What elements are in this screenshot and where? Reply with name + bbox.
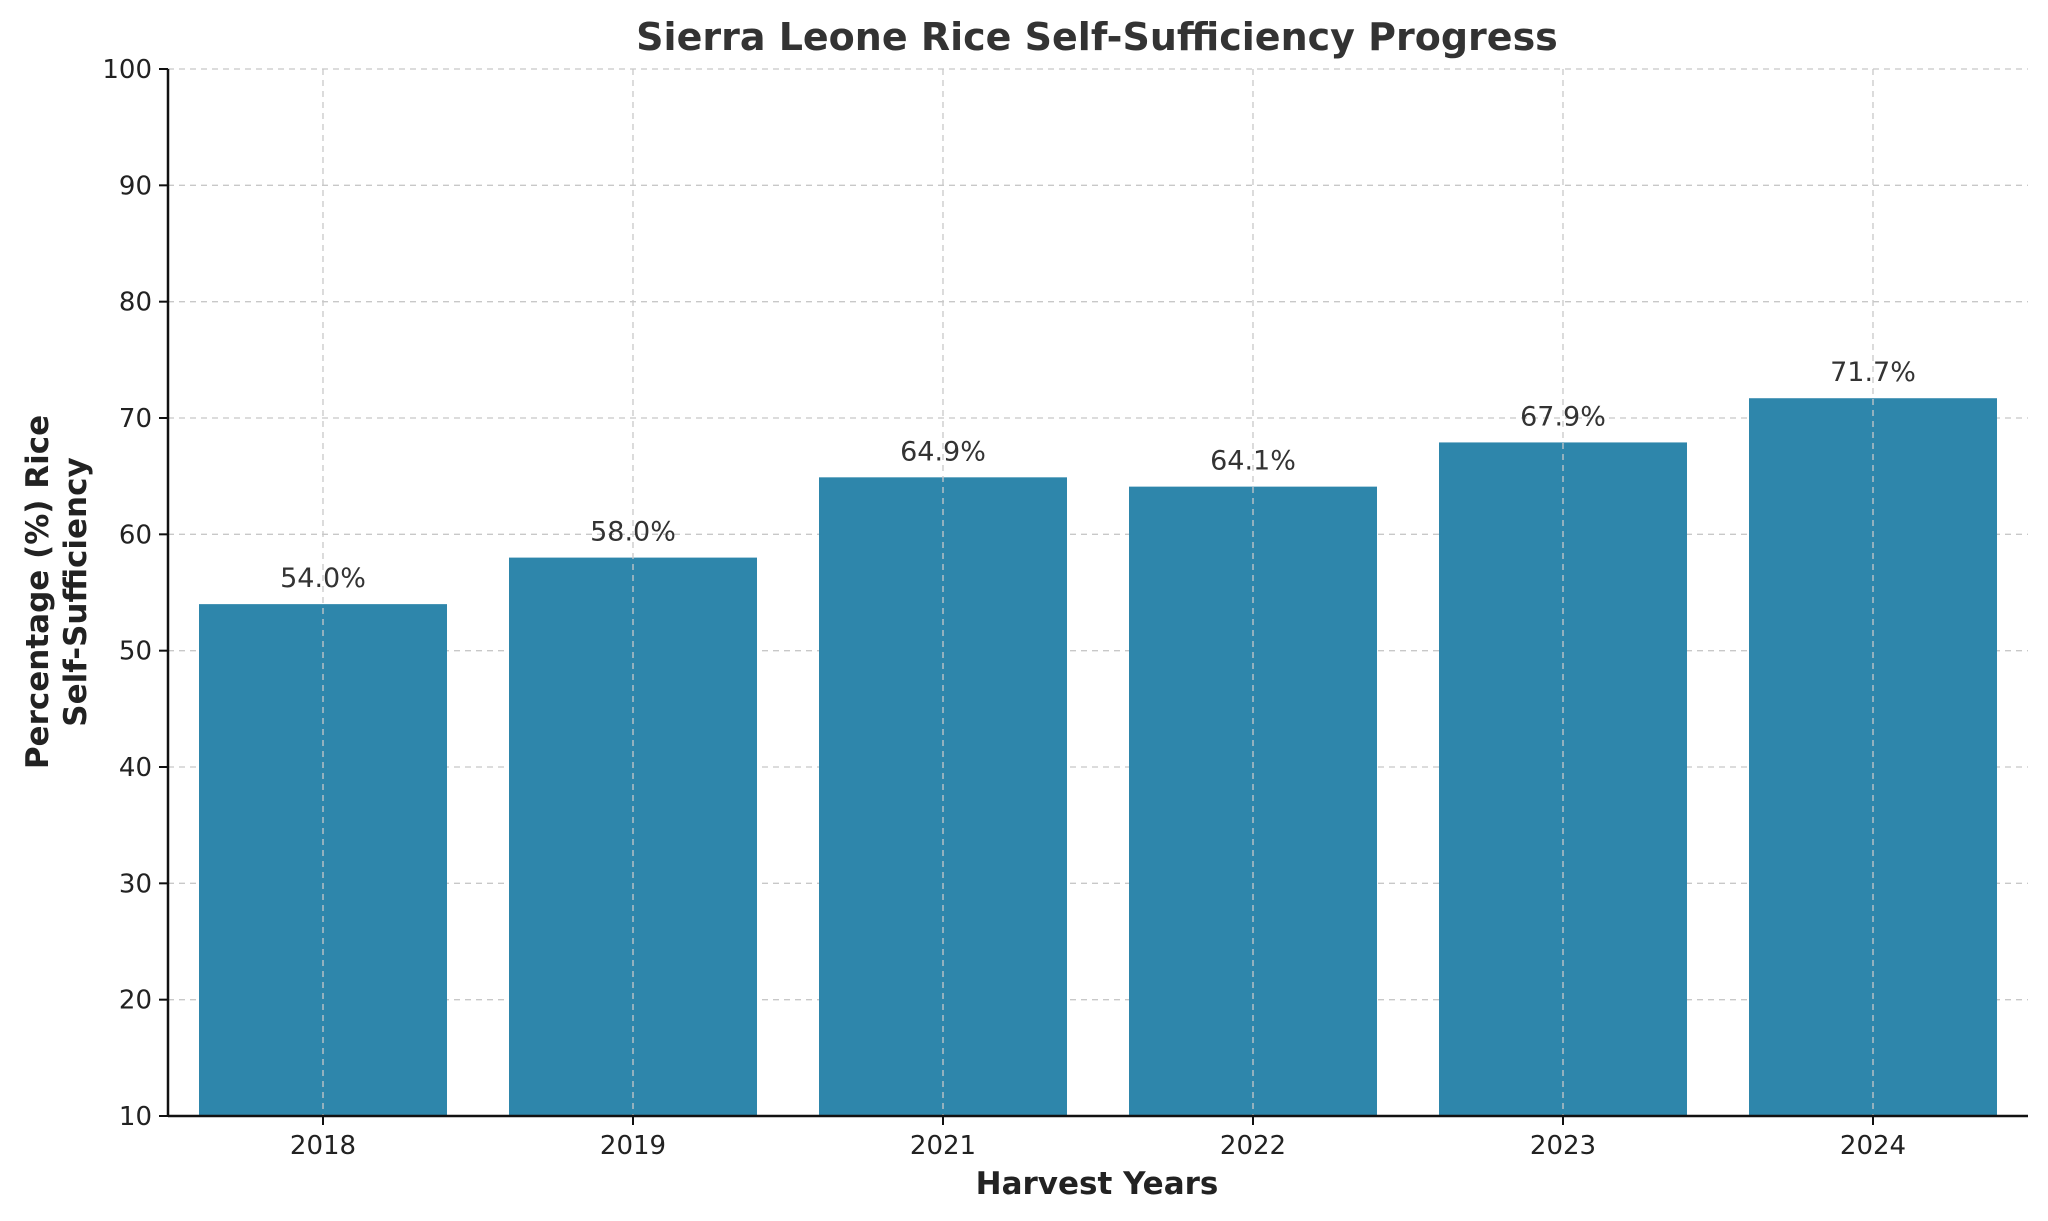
- data-label-2022: 64.1%: [1210, 446, 1296, 477]
- y-axis-label-line-1: Percentage (%) Rice: [20, 415, 56, 769]
- y-tick-label: 80: [119, 288, 152, 318]
- x-tick-label: 2018: [290, 1131, 356, 1161]
- x-tick-label: 2022: [1220, 1131, 1286, 1161]
- y-tick-label: 70: [119, 404, 152, 434]
- data-label-2019: 58.0%: [590, 517, 676, 548]
- data-label-2018: 54.0%: [280, 563, 366, 594]
- grid: [168, 68, 2028, 1001]
- chart-title: Sierra Leone Rice Self-Sufficiency Progr…: [636, 15, 1558, 59]
- data-label-2021: 64.9%: [900, 436, 986, 467]
- x-axis-ticks: 2018 2019 2021 2022 2023 2024: [290, 1116, 1906, 1161]
- y-tick-label: 90: [119, 171, 152, 201]
- y-axis-label-line-2: Self-Sufficiency: [58, 457, 94, 726]
- bar-2019: [509, 557, 757, 1116]
- y-tick-label: 50: [119, 637, 152, 667]
- data-label-2023: 67.9%: [1520, 401, 1606, 432]
- x-tick-label: 2019: [600, 1131, 666, 1161]
- data-labels: 54.0% 58.0% 64.9% 64.1% 67.9% 71.7%: [280, 69, 1916, 1116]
- x-tick-label: 2024: [1840, 1131, 1906, 1161]
- y-tick-label: 30: [119, 869, 152, 899]
- y-axis-label: Percentage (%) Rice Self-Sufficiency: [20, 415, 94, 769]
- bars: [199, 398, 1997, 1117]
- y-tick-label: 100: [102, 55, 152, 85]
- x-tick-label: 2023: [1530, 1131, 1596, 1161]
- y-tick-label: 40: [119, 753, 152, 783]
- y-axis-ticks: 10 20 30 40 50 60 70 80 90 100: [102, 55, 168, 1132]
- x-axis-label: Harvest Years: [976, 1166, 1219, 1202]
- y-tick-label: 20: [119, 986, 152, 1016]
- y-tick-label: 60: [119, 520, 152, 550]
- y-tick-label: 10: [119, 1102, 152, 1132]
- bar-2022: [1129, 486, 1377, 1116]
- data-label-2024: 71.7%: [1830, 357, 1916, 388]
- x-tick-label: 2021: [910, 1131, 976, 1161]
